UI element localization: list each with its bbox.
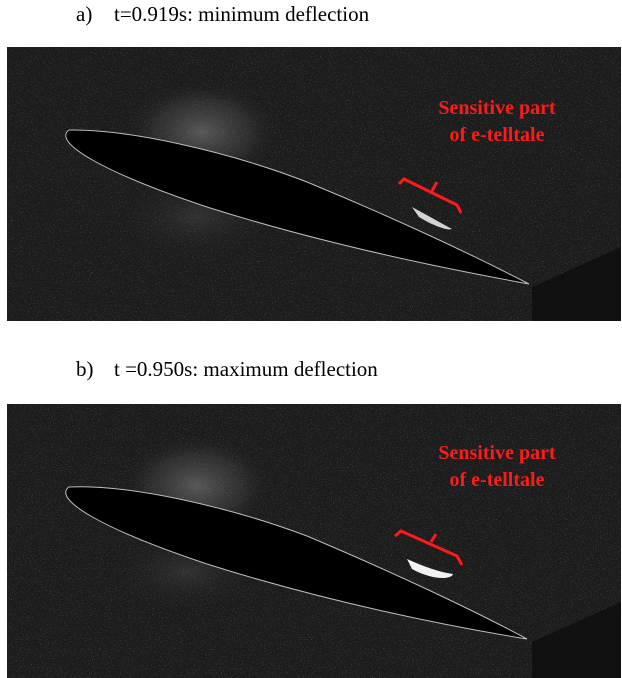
annotation-b: Sensitive part of e-telltale <box>407 440 587 494</box>
flow-image-b: Sensitive part of e-telltale <box>7 404 621 678</box>
flow-image-b-svg <box>7 404 621 678</box>
annotation-a-line1: Sensitive part <box>438 97 556 119</box>
sensitive-part-bracket <box>397 177 463 214</box>
e-telltale <box>407 559 453 579</box>
seeding-particles <box>7 47 621 321</box>
sensitive-part-bracket <box>394 529 464 566</box>
caption-b: b) t =0.950s: maximum deflection <box>76 359 378 380</box>
caption-b-text: t =0.950s: maximum deflection <box>114 357 378 381</box>
airfoil <box>65 486 528 640</box>
flow-image-a: Sensitive part of e-telltale <box>7 47 621 321</box>
e-telltale <box>412 207 452 230</box>
annotation-b-line2: of e-telltale <box>449 469 545 491</box>
caption-a-text: t=0.919s: minimum deflection <box>114 2 370 26</box>
caption-a-label: a) <box>76 2 93 26</box>
annotation-a: Sensitive part of e-telltale <box>407 95 587 149</box>
annotation-b-line1: Sensitive part <box>438 442 556 464</box>
airfoil <box>65 129 530 285</box>
flow-image-a-svg <box>7 47 621 321</box>
caption-a: a) t=0.919s: minimum deflection <box>76 4 369 25</box>
caption-b-label: b) <box>76 357 94 381</box>
annotation-a-line2: of e-telltale <box>449 124 545 146</box>
